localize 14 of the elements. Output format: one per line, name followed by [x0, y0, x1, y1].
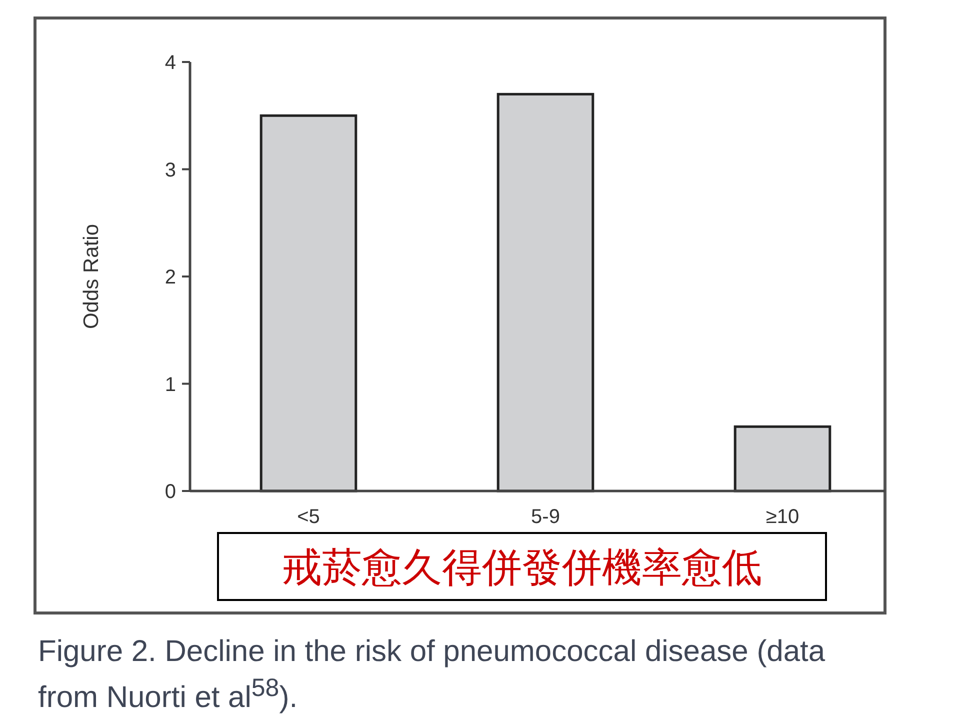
- x-tick-label: ≥10: [766, 506, 800, 528]
- y-tick-label: 3: [164, 159, 176, 182]
- x-tick-label: 5-9: [531, 506, 560, 528]
- bar: [734, 425, 832, 492]
- text: 戒菸愈久得併發併機率愈低: [282, 545, 762, 591]
- bar: [260, 114, 358, 492]
- bar: [496, 92, 594, 492]
- caption: Figure 2. Decline in the risk of pneumococcal disease (data from Nuorti et al$^{58}$).: [38, 634, 826, 716]
- x-tick-label: <5: [297, 506, 320, 528]
- y-tick-label: 2: [164, 266, 176, 288]
- y-tick-label: 4: [164, 52, 176, 74]
- y-tick-label: 0: [164, 481, 176, 503]
- y-tick-label: 1: [164, 374, 176, 396]
- y-axis-title: Odds Ratio: [80, 224, 103, 330]
